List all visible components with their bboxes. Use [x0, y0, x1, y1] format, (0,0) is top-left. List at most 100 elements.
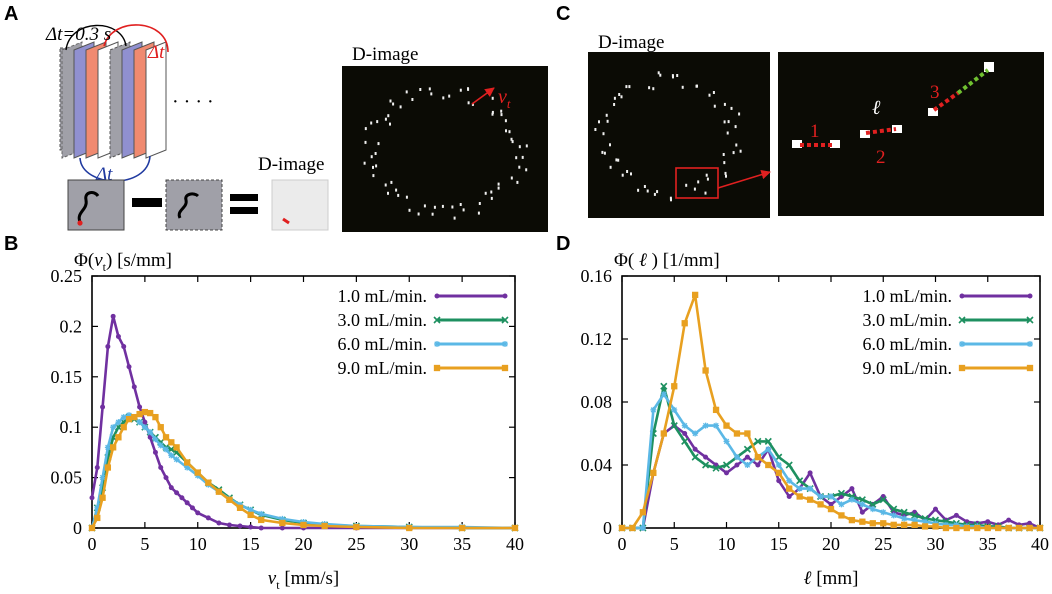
- dimage-dot: [730, 106, 733, 110]
- legend-label: 9.0 mL/min.: [338, 358, 428, 378]
- data-point: [722, 461, 731, 469]
- data-point: [859, 518, 866, 525]
- pair-3-line-red: [932, 91, 960, 112]
- data-point: [900, 508, 908, 516]
- dimage-dot: [428, 87, 431, 91]
- dimage-dot: [510, 176, 513, 180]
- data-point: [786, 477, 793, 484]
- dimage-dot: [405, 195, 408, 199]
- dimage-dot: [375, 164, 378, 168]
- data-point: [157, 424, 164, 431]
- x-tick-label: 5: [670, 534, 679, 554]
- data-point: [258, 510, 265, 517]
- data-point: [126, 412, 133, 419]
- dimage-dot: [395, 188, 398, 192]
- dimage-dot: [734, 125, 737, 129]
- dimage-dot: [676, 74, 679, 77]
- frame-8: [145, 41, 167, 159]
- series-line: [622, 293, 1040, 530]
- dimage-dot: [725, 174, 727, 178]
- data-point: [237, 523, 243, 529]
- dimage-dot: [467, 101, 470, 105]
- data-point: [890, 512, 897, 519]
- legend-marker: [502, 341, 508, 347]
- data-point: [880, 509, 887, 516]
- data-point: [723, 438, 730, 445]
- data-point: [131, 384, 137, 390]
- dimage-dot: [726, 131, 729, 135]
- data-point: [837, 489, 846, 497]
- dimage-dot: [377, 142, 380, 146]
- dimage-dot: [605, 113, 608, 117]
- dimage-dot: [518, 145, 521, 149]
- dimage-dot: [620, 95, 623, 99]
- data-point: [99, 474, 106, 481]
- data-point: [670, 422, 678, 430]
- data-point: [226, 496, 233, 503]
- dimage-dot: [637, 188, 640, 192]
- dimage-dot: [609, 165, 612, 169]
- data-point: [1005, 524, 1012, 532]
- dimage-dot: [738, 112, 741, 116]
- dimage-dot: [670, 198, 672, 202]
- dimage-dots-a: [363, 87, 528, 220]
- ell-symbol: ℓ: [872, 97, 881, 119]
- dimage-dot: [603, 151, 606, 155]
- data-point: [168, 439, 175, 446]
- dimage-dot: [732, 151, 735, 155]
- legend-marker: [501, 364, 509, 372]
- legend-marker: [501, 316, 509, 324]
- data-point: [890, 521, 897, 528]
- zoom-box: [675, 167, 719, 199]
- data-point: [838, 512, 845, 519]
- data-point: [104, 444, 111, 451]
- dimage-panel-c: [588, 52, 770, 218]
- dt-arc-black: [65, 24, 127, 51]
- legend-label: 1.0 mL/min.: [863, 286, 953, 306]
- data-point: [786, 494, 792, 499]
- panel-letter-c: C: [556, 3, 570, 25]
- data-point: [743, 445, 751, 453]
- dimage-dot: [490, 190, 493, 194]
- series-1: [88, 413, 519, 532]
- dimage-dot: [451, 205, 454, 209]
- data-point: [921, 523, 929, 530]
- series-line: [90, 415, 515, 530]
- dimage-dot: [441, 204, 444, 208]
- data-point: [189, 505, 195, 511]
- frame-stack: [59, 41, 167, 159]
- dimage-dot: [505, 129, 507, 133]
- data-point: [115, 434, 122, 441]
- x-tick-label: 25: [874, 534, 892, 554]
- dimage-result: [271, 179, 329, 231]
- data-point: [786, 485, 793, 492]
- dimage-dot: [504, 119, 507, 123]
- data-point: [953, 524, 960, 532]
- data-point: [901, 515, 908, 522]
- data-point: [458, 524, 466, 532]
- data-point: [152, 449, 158, 455]
- data-point: [195, 510, 201, 516]
- data-point: [136, 410, 143, 418]
- dimage-dot: [705, 173, 708, 177]
- data-point: [137, 404, 143, 410]
- worm-1: [77, 191, 100, 223]
- x-axis-label: vt [mm/s]: [268, 568, 339, 592]
- worm-2: [177, 192, 200, 219]
- data-point: [712, 464, 720, 472]
- data-point: [115, 333, 121, 339]
- data-point: [702, 461, 710, 469]
- dimage-dot: [722, 153, 725, 156]
- pair-2-line: [865, 127, 897, 135]
- dt-arc-blue: [79, 155, 151, 182]
- dimage-dot: [389, 122, 391, 126]
- dimage-dot: [363, 161, 366, 165]
- data-point: [115, 419, 122, 426]
- data-point: [765, 461, 772, 469]
- dimage-dot: [431, 212, 434, 216]
- series-3: [618, 291, 1044, 532]
- pair-3-label: 3: [930, 82, 940, 103]
- data-point: [849, 486, 855, 492]
- data-point: [744, 462, 751, 468]
- data-point: [1027, 520, 1033, 526]
